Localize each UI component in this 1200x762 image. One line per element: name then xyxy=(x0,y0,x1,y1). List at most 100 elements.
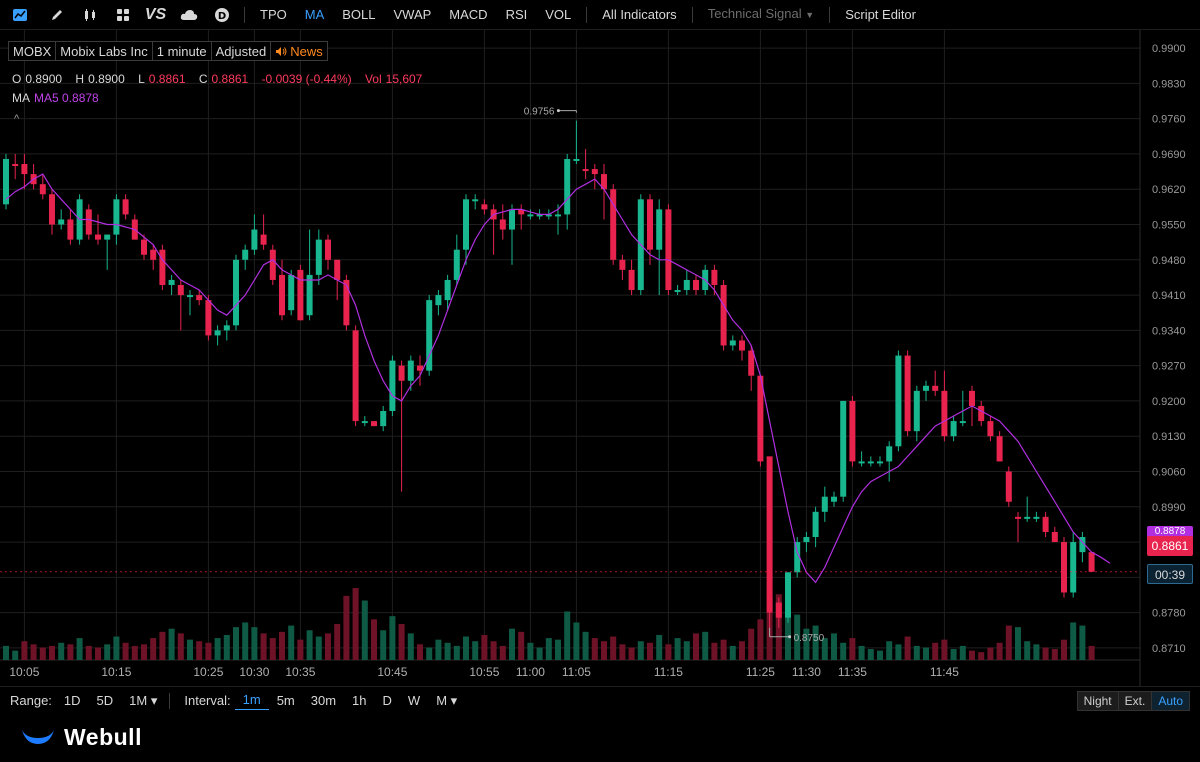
change-value: -0.0039 (-0.44%) xyxy=(261,72,352,86)
volume-bar xyxy=(1005,625,1012,660)
candle-body xyxy=(113,199,120,235)
volume-bar xyxy=(923,647,929,660)
volume-bar xyxy=(214,638,221,660)
layout-grid-icon[interactable] xyxy=(106,0,139,30)
volume-bar xyxy=(435,639,442,660)
candle-body xyxy=(555,214,561,217)
toolbar-divider xyxy=(244,6,245,23)
volume-bar xyxy=(343,595,350,660)
technical-signal-dropdown[interactable]: Technical Signal ▼ xyxy=(699,0,824,30)
interval-option[interactable]: D xyxy=(382,693,392,708)
indicator-list: TPO MA BOLL VWAP MACD RSI VOL xyxy=(251,0,580,30)
price-tick-label: 0.9340 xyxy=(1152,325,1186,337)
candle-body xyxy=(693,279,699,291)
candle-body xyxy=(656,209,663,250)
session-auto[interactable]: Auto xyxy=(1151,691,1190,711)
interval-option[interactable]: M ▾ xyxy=(436,692,458,708)
interval-option[interactable]: W xyxy=(407,693,421,708)
symbol-ticker[interactable]: MOBX xyxy=(8,41,57,61)
indicator-ma[interactable]: MA xyxy=(304,6,325,22)
ma-label[interactable]: MA xyxy=(12,91,30,105)
volume-bar xyxy=(463,636,469,660)
volume-bar xyxy=(748,628,755,660)
webull-bull-icon xyxy=(22,729,54,744)
interval-option[interactable]: 30m xyxy=(310,693,337,708)
candle-body xyxy=(601,174,607,190)
compare-vs-icon[interactable]: VS xyxy=(144,5,167,23)
chart-type-icon[interactable] xyxy=(0,0,40,30)
range-option[interactable]: 1D xyxy=(63,692,81,708)
volume-bar xyxy=(104,644,111,660)
volume-bar xyxy=(361,600,368,660)
draw-pen-icon[interactable] xyxy=(40,0,73,30)
candle-body xyxy=(361,421,368,424)
candlestick-chart[interactable]: 0.9900 0.9830 0.9760 0.9690 0.9620 0.9550 0.94… xyxy=(0,30,1200,686)
all-indicators-button[interactable]: All Indicators xyxy=(602,6,677,22)
interval-options-label: Interval: xyxy=(184,693,231,708)
volume-bar xyxy=(177,633,184,660)
indicator-macd[interactable]: MACD xyxy=(449,6,488,22)
candle-body xyxy=(426,300,433,371)
session-toggle: Night Ext. Auto xyxy=(1076,691,1190,711)
candle-body xyxy=(794,542,801,573)
technical-signal-label: Technical Signal xyxy=(707,6,802,21)
candle-body xyxy=(95,234,101,240)
indicator-tpo[interactable]: TPO xyxy=(260,6,287,22)
volume-bar xyxy=(417,644,423,660)
svg-text:D: D xyxy=(217,11,225,22)
candle-body xyxy=(711,269,718,285)
candles-icon[interactable] xyxy=(73,0,106,30)
range-bar: Range: 1D 5D 1M ▾ Interval: 1m 5m 30m 1h D W M ▾… xyxy=(0,686,1200,714)
candle-body xyxy=(674,290,681,293)
candle-body xyxy=(536,214,543,217)
price-tick-label: 0.9200 xyxy=(1152,396,1186,408)
indicator-boll[interactable]: BOLL xyxy=(342,6,376,22)
indicator-vol[interactable]: VOL xyxy=(545,6,572,22)
time-tick-label: 10:05 xyxy=(9,665,39,679)
candle-body xyxy=(260,234,267,245)
price-tick-label: 0.9550 xyxy=(1152,220,1186,232)
candle-body xyxy=(628,269,635,291)
interval-option[interactable]: 1m xyxy=(234,691,269,710)
candle-body xyxy=(950,421,957,437)
news-label: News xyxy=(290,43,323,59)
range-option[interactable]: 1M ▾ xyxy=(129,692,158,708)
volume-bar xyxy=(849,638,856,660)
candle-body xyxy=(665,209,672,291)
candle-body xyxy=(683,279,690,291)
time-tick-label: 11:00 xyxy=(516,665,545,679)
candle-countdown: 00:39 xyxy=(1147,564,1193,584)
last-price-tag: 0.8861 xyxy=(1147,536,1193,556)
candle-body xyxy=(279,274,285,316)
candle-body xyxy=(509,209,515,230)
price-tick-label: 0.8990 xyxy=(1152,502,1186,514)
indicator-vwap[interactable]: VWAP xyxy=(393,6,432,22)
candle-body xyxy=(122,199,129,215)
candle-body xyxy=(720,284,727,346)
dollar-icon[interactable]: D xyxy=(205,0,238,30)
volume-bar xyxy=(1070,622,1077,660)
chart-area[interactable]: 0.9900 0.9830 0.9760 0.9690 0.9620 0.9550 0.94… xyxy=(0,30,1200,686)
volume-bar xyxy=(21,641,28,660)
candle-body xyxy=(987,421,994,437)
volume-bar xyxy=(3,645,9,660)
indicator-rsi[interactable]: RSI xyxy=(505,6,528,22)
candle-body xyxy=(978,405,985,422)
interval-option[interactable]: 5m xyxy=(276,693,295,708)
collapse-legend-icon[interactable]: ^ xyxy=(14,113,20,125)
volume-bar xyxy=(959,645,966,660)
script-editor-button[interactable]: Script Editor xyxy=(845,6,916,22)
candle-body xyxy=(913,390,920,432)
price-tick-label: 0.9690 xyxy=(1152,149,1186,161)
range-option[interactable]: 5D xyxy=(96,692,114,708)
news-button[interactable]: News xyxy=(270,41,328,61)
volume-bar xyxy=(711,642,718,660)
interval-option[interactable]: 1h xyxy=(352,693,367,708)
adjusted-label[interactable]: Adjusted xyxy=(210,41,272,61)
cloud-icon[interactable] xyxy=(172,0,205,30)
candle-body xyxy=(923,385,929,391)
close-value: 0.8861 xyxy=(211,72,249,86)
company-name: Mobix Labs Inc xyxy=(55,41,153,61)
session-ext[interactable]: Ext. xyxy=(1117,691,1153,711)
session-night[interactable]: Night xyxy=(1076,691,1119,711)
